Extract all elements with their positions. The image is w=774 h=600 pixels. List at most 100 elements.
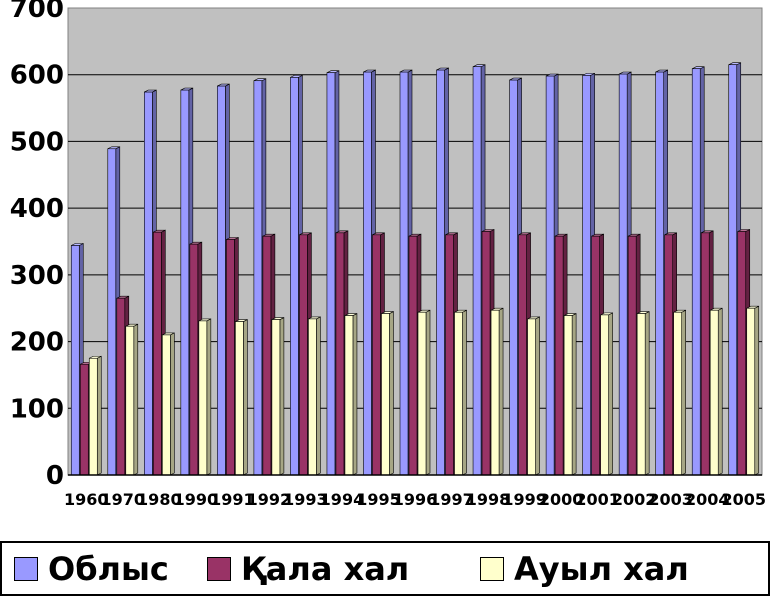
- bar-side: [352, 313, 358, 476]
- bar-side: [644, 311, 650, 476]
- y-tick-label: 200: [10, 328, 64, 358]
- bar-front: [454, 311, 463, 476]
- bar-front: [326, 72, 336, 476]
- y-tick-label: 600: [10, 61, 64, 91]
- bar-side: [133, 323, 139, 476]
- bar-front: [253, 80, 263, 476]
- bar-side: [681, 309, 686, 476]
- bar-side: [389, 311, 394, 476]
- bar-front: [582, 75, 591, 476]
- bar-front: [518, 234, 527, 476]
- bar-front: [737, 231, 747, 476]
- y-tick-label: 0: [46, 461, 64, 491]
- bar-front: [636, 313, 646, 476]
- x-tick-label: 1980: [137, 490, 182, 509]
- bar-side: [498, 307, 504, 476]
- x-axis: 1960197019801990199119921993199419951996…: [64, 474, 766, 509]
- bar-front: [88, 357, 98, 476]
- bar-auyl: [490, 307, 504, 476]
- bar-auyl: [308, 316, 321, 476]
- bars: [70, 62, 760, 476]
- legend-item-auyl: Ауыл хал: [480, 550, 689, 588]
- bar-auyl: [381, 311, 394, 476]
- bar-front: [162, 334, 171, 476]
- bar-side: [608, 312, 613, 476]
- bar-side: [571, 313, 577, 476]
- x-tick-label: 1990: [174, 490, 219, 509]
- bar-front: [673, 311, 682, 476]
- legend-label: Қала хал: [241, 550, 410, 588]
- y-tick-label: 700: [10, 0, 64, 24]
- bar-auyl: [527, 316, 540, 476]
- bar-side: [717, 307, 723, 476]
- bar-front: [709, 309, 719, 476]
- bar-front: [290, 77, 299, 476]
- bar-front: [591, 235, 600, 476]
- x-tick-label: 1992: [247, 490, 292, 509]
- x-tick-label: 2001: [575, 490, 620, 509]
- bar-front: [655, 71, 664, 476]
- x-tick-label: 1991: [210, 490, 255, 509]
- bar-front: [436, 69, 445, 476]
- bar-front: [691, 68, 701, 476]
- legend-item-kala: Қала хал: [207, 550, 410, 588]
- bar-auyl: [563, 313, 577, 476]
- x-tick-label: 2004: [685, 490, 730, 509]
- bar-front: [509, 79, 518, 476]
- bar-front: [271, 319, 281, 476]
- bar-side: [243, 319, 248, 476]
- bar-front: [746, 307, 756, 476]
- bar-front: [116, 297, 126, 476]
- legend-item-oblys: Облыс: [14, 550, 169, 588]
- bar-front: [107, 148, 117, 476]
- bar-front: [700, 232, 710, 476]
- bar-side: [425, 309, 431, 476]
- bar-front: [408, 235, 418, 476]
- legend-swatch: [480, 557, 504, 581]
- bar-auyl: [125, 323, 139, 476]
- bar-front: [472, 66, 482, 476]
- bar-front: [728, 64, 738, 476]
- bar-auyl: [746, 305, 760, 476]
- bar-side: [170, 332, 175, 476]
- bar-auyl: [271, 317, 285, 476]
- bar-front: [125, 325, 135, 476]
- x-tick-label: 1995: [356, 490, 401, 509]
- bar-front: [554, 235, 564, 476]
- x-tick-label: 1998: [466, 490, 511, 509]
- bar-front: [198, 320, 208, 476]
- legend: Облыс Қала хал Ауыл хал: [0, 541, 770, 596]
- bar-auyl: [235, 319, 248, 476]
- bar-front: [618, 73, 628, 476]
- bar-auyl: [454, 309, 467, 476]
- bar-side: [206, 318, 212, 476]
- bar-front: [335, 232, 345, 476]
- bar-front: [235, 321, 244, 476]
- bar-front: [363, 71, 372, 476]
- bar-front: [627, 235, 637, 476]
- bar-front: [70, 245, 80, 476]
- bar-auyl: [162, 332, 175, 476]
- bar-front: [372, 234, 381, 476]
- bar-front: [144, 91, 153, 476]
- bar-front: [217, 85, 226, 476]
- bar-front: [527, 318, 536, 476]
- x-tick-label: 1997: [429, 490, 474, 509]
- bar-side: [535, 316, 540, 476]
- y-tick-label: 400: [10, 194, 64, 224]
- bar-front: [381, 313, 390, 476]
- bar-front: [180, 89, 190, 476]
- x-tick-label: 1960: [64, 490, 109, 509]
- bar-front: [445, 234, 454, 476]
- x-tick-label: 1994: [320, 490, 365, 509]
- x-tick-label: 2003: [648, 490, 693, 509]
- bar-auyl: [344, 313, 358, 476]
- bar-front: [545, 75, 555, 476]
- x-tick-label: 1970: [101, 490, 146, 509]
- x-tick-label: 1999: [502, 490, 547, 509]
- bar-auyl: [88, 355, 102, 476]
- x-tick-label: 2005: [721, 490, 766, 509]
- bar-auyl: [417, 309, 431, 476]
- bar-front: [299, 234, 308, 476]
